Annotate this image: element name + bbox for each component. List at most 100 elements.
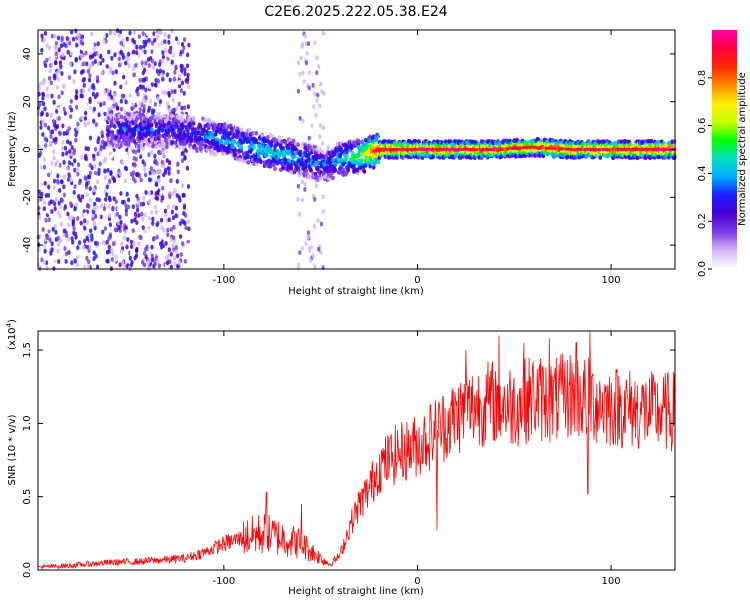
noise-point [136, 86, 140, 92]
noise-point [57, 106, 61, 112]
noise-point [148, 215, 152, 221]
ridge-point [188, 142, 192, 147]
noise-point [147, 225, 151, 231]
ridge-point [247, 128, 252, 134]
noise-point [88, 73, 92, 78]
ridge-point [296, 142, 301, 147]
noise-point [107, 95, 111, 101]
noise-point [296, 265, 300, 271]
noise-point [139, 254, 144, 260]
noise-point [42, 243, 47, 249]
noise-point [93, 94, 97, 100]
noise-point [122, 235, 126, 241]
noise-point [81, 212, 85, 218]
noise-point [144, 190, 148, 195]
noise-point [102, 144, 106, 150]
noise-point [74, 95, 78, 101]
noise-point [146, 234, 150, 240]
noise-point [303, 33, 307, 39]
noise-point [71, 36, 76, 42]
noise-point [182, 211, 186, 216]
noise-point [151, 65, 155, 70]
snr-multiplier-exponent: 4 [5, 322, 13, 327]
noise-point [150, 149, 154, 155]
noise-point [306, 234, 310, 240]
noise-point [117, 225, 121, 231]
ridge-point [356, 138, 361, 144]
spectrogram-ytick-label: -20 [22, 189, 33, 205]
noise-point [109, 171, 113, 177]
ridge-point [309, 167, 313, 173]
noise-point [105, 239, 109, 245]
noise-point [186, 104, 190, 109]
noise-point [141, 159, 145, 165]
noise-point [72, 226, 76, 232]
ridge-point [138, 122, 142, 128]
noise-point [154, 82, 158, 88]
noise-point [47, 209, 51, 215]
noise-point [128, 153, 132, 159]
noise-point [96, 52, 101, 58]
noise-point [124, 203, 128, 209]
spectrogram-marks [36, 28, 677, 271]
ridge-point [182, 141, 187, 147]
noise-point [163, 90, 167, 96]
ridge-point [431, 154, 435, 159]
noise-point [54, 162, 58, 168]
noise-point [310, 203, 314, 209]
noise-point [45, 57, 49, 63]
noise-point [158, 68, 162, 74]
noise-point [158, 237, 162, 242]
noise-point [319, 221, 324, 227]
noise-point [143, 49, 147, 55]
noise-point [69, 165, 73, 171]
noise-point [300, 197, 304, 203]
ridge-point [401, 155, 405, 160]
noise-point [111, 70, 115, 76]
noise-point [92, 153, 96, 159]
noise-point [95, 75, 100, 80]
noise-point [47, 149, 52, 154]
noise-point [138, 101, 142, 107]
noise-point [312, 104, 316, 109]
ridge-point [341, 167, 346, 172]
noise-point [171, 51, 175, 57]
noise-point [141, 225, 145, 231]
noise-point [66, 211, 70, 217]
noise-point [159, 191, 163, 196]
noise-point [103, 168, 107, 174]
noise-point [113, 31, 117, 36]
noise-point [54, 137, 58, 142]
noise-point [81, 244, 85, 250]
spectrogram-xtick-label: -100 [213, 275, 236, 286]
noise-point [68, 149, 72, 154]
noise-point [62, 106, 66, 112]
noise-point [298, 84, 302, 89]
ridge-point [165, 144, 169, 150]
noise-point [149, 166, 153, 172]
noise-point [50, 41, 54, 47]
noise-point [52, 155, 56, 161]
noise-point [124, 80, 128, 86]
colorbar-label: Normalized spectral amplitude [737, 72, 748, 226]
noise-point [177, 74, 182, 79]
noise-point [41, 91, 45, 97]
noise-point [296, 183, 300, 189]
noise-point [97, 197, 101, 203]
ridge-point [136, 127, 140, 132]
noise-point [186, 72, 190, 78]
ridge-point [259, 159, 263, 165]
noise-point [138, 77, 142, 83]
noise-point [124, 166, 129, 172]
noise-point [155, 181, 159, 187]
noise-point [166, 166, 170, 171]
noise-point [60, 90, 64, 96]
noise-point [161, 54, 165, 60]
noise-point [150, 74, 154, 80]
noise-point [100, 70, 104, 76]
ridge-point [598, 155, 603, 160]
ridge-point [179, 141, 183, 146]
noise-point [153, 204, 157, 210]
ridge-point [288, 138, 292, 143]
noise-point [41, 95, 45, 101]
